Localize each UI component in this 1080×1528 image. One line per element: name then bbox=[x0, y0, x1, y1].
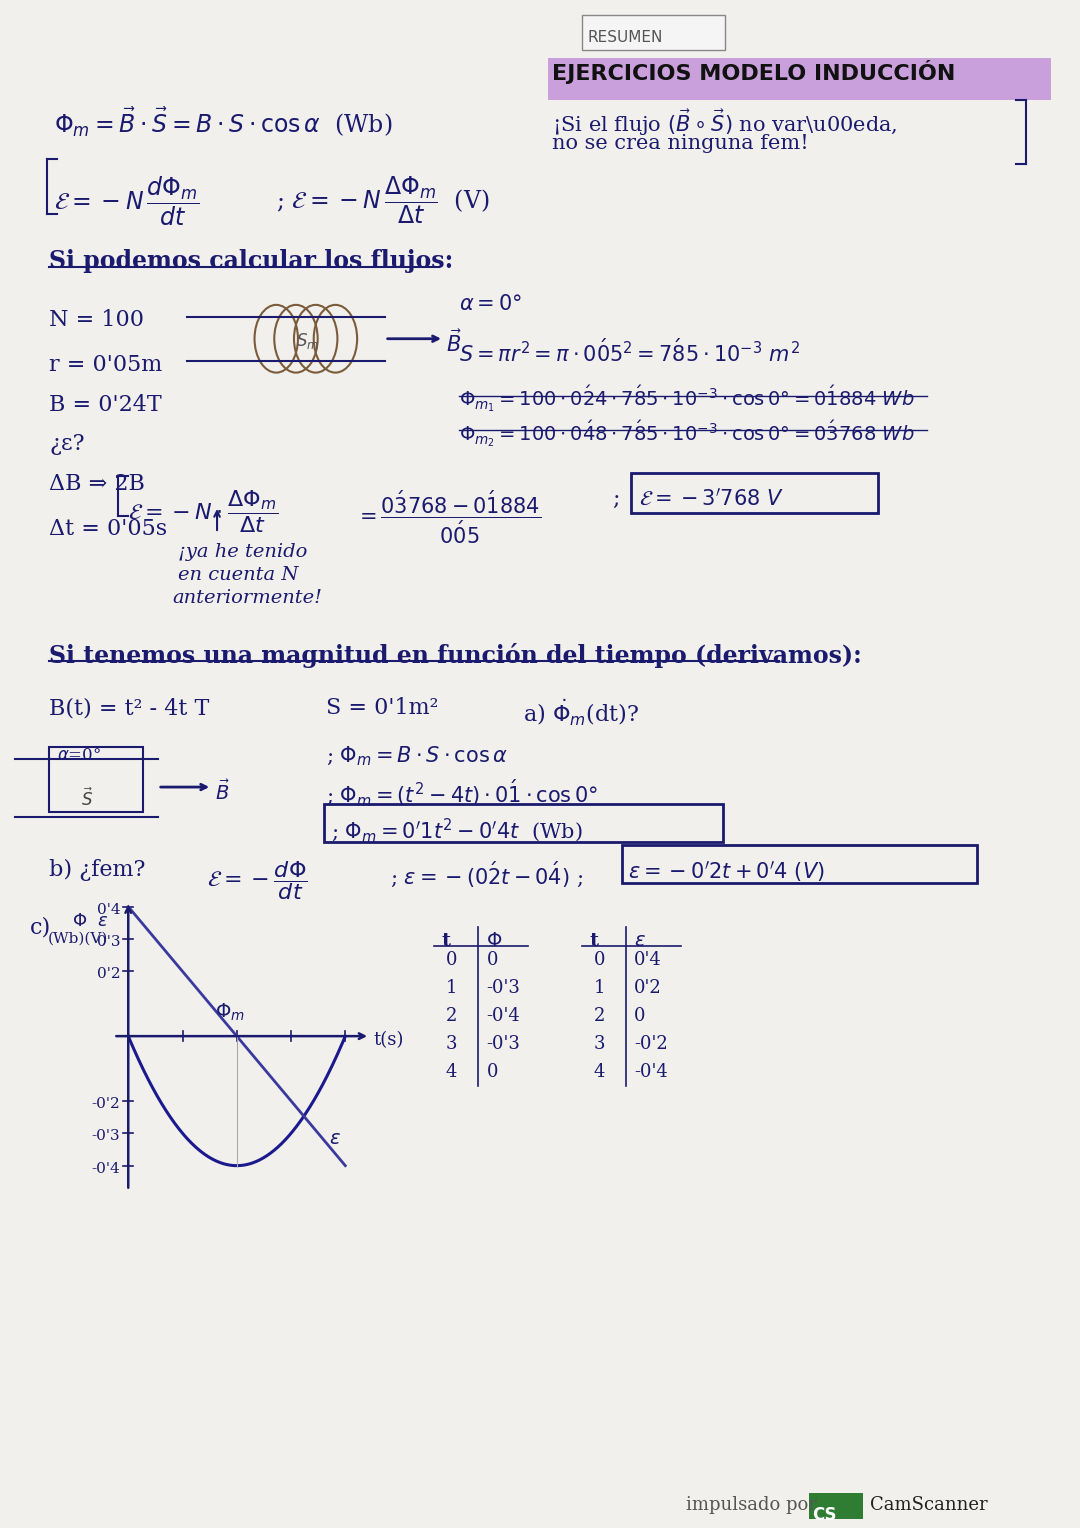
Text: $\varepsilon = -0'2t + 0'4\ (V)$: $\varepsilon = -0'2t + 0'4\ (V)$ bbox=[629, 859, 825, 883]
Text: t: t bbox=[442, 932, 451, 949]
Text: c): c) bbox=[29, 917, 51, 938]
Text: EJERCICIOS MODELO INDUCCIÓN: EJERCICIOS MODELO INDUCCIÓN bbox=[553, 60, 956, 84]
Text: $\mathcal{E} = -N\cdot\dfrac{\Delta\Phi_m}{\Delta t}$: $\mathcal{E} = -N\cdot\dfrac{\Delta\Phi_… bbox=[129, 487, 279, 535]
Text: $\vec{S}$: $\vec{S}$ bbox=[81, 787, 93, 810]
Text: -0'3: -0'3 bbox=[92, 1129, 120, 1143]
Text: 0: 0 bbox=[486, 952, 498, 969]
Text: 0'4: 0'4 bbox=[97, 903, 120, 917]
Text: ; $\Phi_m = (t^2-4t)\cdot 0\'1\cdot\cos 0°$: ; $\Phi_m = (t^2-4t)\cdot 0\'1\cdot\cos … bbox=[325, 778, 597, 808]
Text: -0'3: -0'3 bbox=[486, 979, 521, 998]
Text: CamScanner: CamScanner bbox=[870, 1496, 988, 1514]
Text: 0'3: 0'3 bbox=[97, 935, 120, 949]
Text: (Wb)(V): (Wb)(V) bbox=[49, 932, 108, 946]
Text: $\Phi_m = \vec{B}\cdot\vec{S} = B\cdot S\cdot\cos\alpha$  (Wb): $\Phi_m = \vec{B}\cdot\vec{S} = B\cdot S… bbox=[54, 104, 393, 139]
Text: RESUMEN: RESUMEN bbox=[588, 31, 662, 44]
Text: -0'3: -0'3 bbox=[486, 1034, 521, 1053]
Text: 0: 0 bbox=[446, 952, 458, 969]
Text: $= \dfrac{0\'3768 - 0\'1884}{0\'05}$: $= \dfrac{0\'3768 - 0\'1884}{0\'05}$ bbox=[355, 487, 541, 545]
Text: Si podemos calcular los flujos:: Si podemos calcular los flujos: bbox=[50, 249, 454, 274]
Text: r = 0'05m: r = 0'05m bbox=[50, 353, 163, 376]
Text: $\Phi$: $\Phi$ bbox=[486, 932, 502, 949]
Text: 1: 1 bbox=[446, 979, 458, 998]
Text: ¡ya he tenido: ¡ya he tenido bbox=[177, 542, 307, 561]
Text: -0'2: -0'2 bbox=[92, 1097, 120, 1111]
Text: B = 0'24T: B = 0'24T bbox=[50, 394, 162, 416]
Text: 4: 4 bbox=[594, 1063, 605, 1080]
Text: $\Phi_{m_2} = 100\cdot 0\'48\cdot 7\'85\cdot 10^{-3}\cdot\cos 0° = 0\'3768\ Wb$: $\Phi_{m_2} = 100\cdot 0\'48\cdot 7\'85\… bbox=[459, 419, 915, 449]
Text: 2: 2 bbox=[446, 1007, 457, 1025]
Text: $\varepsilon$: $\varepsilon$ bbox=[634, 932, 646, 949]
Text: 3: 3 bbox=[594, 1034, 606, 1053]
Text: ; $\Phi_m = B\cdot S\cdot\cos\alpha$: ; $\Phi_m = B\cdot S\cdot\cos\alpha$ bbox=[325, 746, 508, 769]
Text: a) $\dot{\Phi}_m$(dt)?: a) $\dot{\Phi}_m$(dt)? bbox=[523, 697, 638, 727]
Text: $\varepsilon$: $\varepsilon$ bbox=[328, 1129, 340, 1148]
Text: $\alpha = 0°$: $\alpha = 0°$ bbox=[459, 293, 522, 313]
Text: ¿ε?: ¿ε? bbox=[50, 434, 85, 455]
Text: 1: 1 bbox=[594, 979, 606, 998]
Text: CS: CS bbox=[812, 1507, 836, 1525]
Text: anteriormente!: anteriormente! bbox=[173, 588, 323, 607]
Text: ; $\varepsilon = -(0\'2t - 0\'4)$ ;: ; $\varepsilon = -(0\'2t - 0\'4)$ ; bbox=[390, 859, 583, 889]
Text: ;: ; bbox=[611, 487, 619, 510]
Text: Si tenemos una magnitud en función del tiempo (derivamos):: Si tenemos una magnitud en función del t… bbox=[50, 643, 862, 668]
Text: $\mathcal{E} = -3'768\ V$: $\mathcal{E} = -3'768\ V$ bbox=[639, 487, 784, 509]
Text: b) ¿fem?: b) ¿fem? bbox=[50, 859, 146, 880]
Bar bbox=[50, 747, 143, 811]
Text: $\mathcal{E} = -N\,\dfrac{d\Phi_m}{dt}$: $\mathcal{E} = -N\,\dfrac{d\Phi_m}{dt}$ bbox=[54, 174, 200, 228]
Text: 2: 2 bbox=[594, 1007, 605, 1025]
Text: S = 0'1m²: S = 0'1m² bbox=[325, 697, 438, 720]
Text: -0'4: -0'4 bbox=[634, 1063, 669, 1080]
Text: t: t bbox=[590, 932, 599, 949]
Text: $\vec{B}$: $\vec{B}$ bbox=[446, 329, 462, 356]
Text: 0: 0 bbox=[634, 1007, 646, 1025]
Text: no se crea ninguna fem!: no se crea ninguna fem! bbox=[553, 134, 809, 153]
Text: ¡Si el flujo $(\vec{B}\circ\vec{S})$ no var\u00eda,: ¡Si el flujo $(\vec{B}\circ\vec{S})$ no … bbox=[553, 107, 899, 139]
Text: 0'4: 0'4 bbox=[634, 952, 662, 969]
Bar bbox=[548, 58, 1051, 99]
FancyBboxPatch shape bbox=[582, 15, 725, 50]
Text: 0: 0 bbox=[594, 952, 606, 969]
Text: Δt = 0'05s: Δt = 0'05s bbox=[50, 518, 167, 539]
Text: -0'2: -0'2 bbox=[634, 1034, 669, 1053]
Text: N = 100: N = 100 bbox=[50, 309, 145, 332]
Text: $S_m$: $S_m$ bbox=[296, 330, 319, 351]
Bar bbox=[809, 1493, 863, 1519]
Text: $S = \pi r^2 = \pi \cdot 0\'05^2 = 7\'85\cdot 10^{-3}\ m^2$: $S = \pi r^2 = \pi \cdot 0\'05^2 = 7\'85… bbox=[459, 339, 799, 367]
Text: $\Phi$  $\varepsilon$: $\Phi$ $\varepsilon$ bbox=[71, 912, 108, 929]
Text: ; $\Phi_m = 0'1t^2 - 0'4t$  (Wb): ; $\Phi_m = 0'1t^2 - 0'4t$ (Wb) bbox=[330, 817, 582, 845]
Text: 0'2: 0'2 bbox=[634, 979, 662, 998]
Text: $\mathcal{E} = -\dfrac{d\Phi}{dt}$: $\mathcal{E} = -\dfrac{d\Phi}{dt}$ bbox=[207, 859, 308, 902]
Text: B(t) = t² - 4t T: B(t) = t² - 4t T bbox=[50, 697, 210, 720]
Text: $\vec{B}$: $\vec{B}$ bbox=[215, 781, 230, 804]
Text: $\Phi_{m_1} = 100\cdot 0\'24\cdot 7\'85\cdot 10^{-3}\cdot\cos 0° = 0\'1884\ Wb$: $\Phi_{m_1} = 100\cdot 0\'24\cdot 7\'85\… bbox=[459, 384, 915, 414]
Text: -0'4: -0'4 bbox=[92, 1161, 120, 1175]
Text: 4: 4 bbox=[446, 1063, 457, 1080]
Text: t(s): t(s) bbox=[373, 1031, 403, 1050]
Text: ΔB ⇒ 2B: ΔB ⇒ 2B bbox=[50, 474, 145, 495]
Text: 3: 3 bbox=[446, 1034, 458, 1053]
Text: 0'2: 0'2 bbox=[97, 967, 120, 981]
Text: en cuenta N: en cuenta N bbox=[177, 565, 298, 584]
Text: $\alpha$=0°: $\alpha$=0° bbox=[57, 747, 102, 764]
Text: $\Phi_m$: $\Phi_m$ bbox=[215, 1002, 244, 1024]
Text: 0: 0 bbox=[486, 1063, 498, 1080]
Text: ; $\mathcal{E} = -N\,\dfrac{\Delta\Phi_m}{\Delta t}$  (V): ; $\mathcal{E} = -N\,\dfrac{\Delta\Phi_m… bbox=[276, 174, 489, 226]
Text: -0'4: -0'4 bbox=[486, 1007, 521, 1025]
Text: impulsado por: impulsado por bbox=[686, 1496, 816, 1514]
